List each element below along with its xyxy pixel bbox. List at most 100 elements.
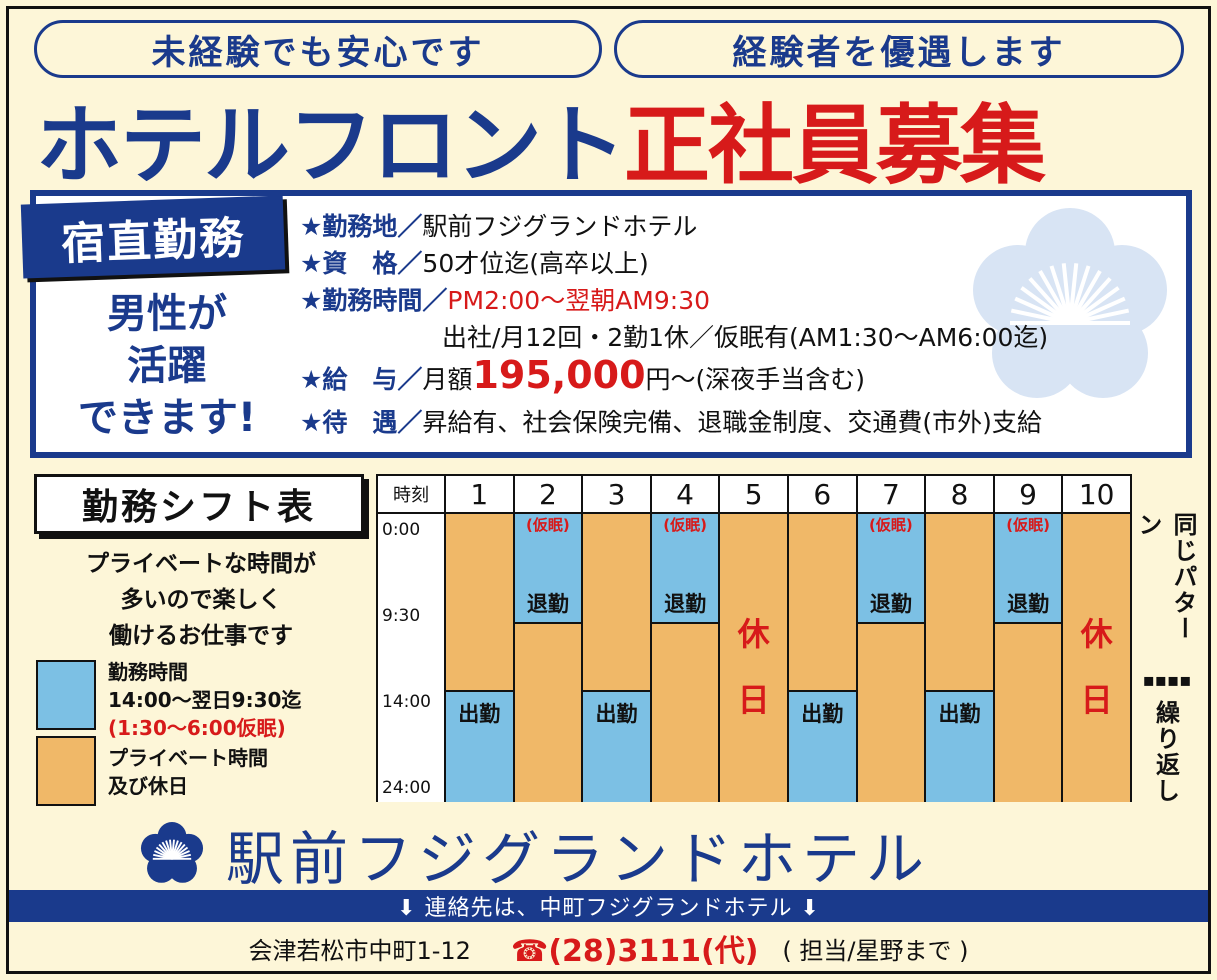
day-column-6: 出勤 [789, 514, 858, 802]
day-column-1: 出勤 [446, 514, 515, 802]
private-block [651, 622, 719, 802]
time-label-0930: 9:30 [382, 606, 421, 626]
private-block [446, 514, 513, 690]
day-column-4: (仮眠) 退勤 [651, 514, 721, 802]
shift-divider [789, 690, 856, 692]
shift-divider [926, 690, 993, 692]
contact-person: ( 担当/星野まで ) [782, 936, 969, 965]
headline: ホテルフロント 正社員募集 [36, 82, 1186, 196]
work-block [446, 690, 513, 802]
location-value: 駅前フジグランドホテル [422, 212, 698, 241]
address: 会津若松市中町1-12 [248, 936, 471, 965]
pay-suffix: 円～(深夜手当含む) [645, 365, 866, 394]
work-block [857, 514, 925, 622]
pay-prefix: 月額 [422, 365, 473, 394]
male-line-2: 活躍 [127, 343, 207, 389]
start-label: 出勤 [458, 702, 501, 726]
day-header-5: 5 [720, 476, 789, 514]
pill-no-experience: 未経験でも安心です [34, 20, 602, 78]
legend-private-text: プライベート時間 及び休日 [108, 744, 268, 800]
time-column: 0:00 9:30 14:00 24:00 [378, 514, 446, 802]
nap-label: (仮眠) [663, 516, 707, 534]
logo-ray [1068, 265, 1091, 324]
day-column-5: 休日 [720, 514, 789, 802]
legend-work-swatch [36, 660, 96, 730]
footer: 会津若松市中町1-12 ☎(28)3111(代) ( 担当/星野まで ) [9, 926, 1208, 970]
work-block [514, 514, 582, 622]
time-header: 時刻 [378, 476, 446, 514]
phone-number[interactable]: ☎(28)3111(代) [510, 934, 759, 969]
side-note-same-pattern: 同じパターン [1134, 512, 1197, 642]
day-column-2: (仮眠) 退勤 [514, 514, 584, 802]
benefits-value: 昇給有、社会保険完備、退職金制度、交通費(市外)支給 [422, 408, 1042, 437]
private-block [994, 622, 1062, 802]
shift-divider [514, 622, 582, 624]
qualification-value: 50才位迄(高卒以上) [422, 249, 649, 278]
time-label-1400: 14:00 [382, 692, 431, 712]
logo-ray [1068, 277, 1112, 325]
hours-value: PM2:00～翌朝AM9:30 [447, 286, 711, 315]
private-block [857, 622, 925, 802]
hotel-name: 駅前フジグランドホテル [226, 825, 931, 893]
holiday-label-2: 日 [1080, 681, 1113, 719]
detail-pay: ★給 与／ 月額 195,000 円～(深夜手当含む) [300, 356, 1180, 404]
logo-ray [1061, 263, 1072, 324]
hotel-logo-icon [140, 822, 204, 883]
headline-recruit: 正社員募集 [624, 95, 1046, 196]
holiday-label-1: 休 [1080, 615, 1113, 653]
leave-label: 退勤 [1007, 592, 1050, 616]
hotel-logo-watermark-icon [973, 208, 1167, 398]
shift-divider [857, 622, 925, 624]
shift-desc-line-2: 多いので楽しく [120, 587, 282, 613]
private-block [926, 514, 993, 690]
time-label-0000: 0:00 [382, 520, 421, 540]
detail-benefits: ★待 遇／ 昇給有、社会保険完備、退職金制度、交通費(市外)支給 [300, 404, 1180, 441]
legend-work-line-2: 14:00～翌日9:30迄 [108, 688, 302, 712]
holiday-label-2: 日 [737, 681, 770, 719]
shift-table-title: 勤務シフト表 [34, 474, 364, 534]
leave-label: 退勤 [869, 592, 912, 616]
shift-divider [446, 690, 513, 692]
private-block [789, 514, 856, 690]
day-header-4: 4 [651, 476, 721, 514]
day-column-10: 休日 [1063, 514, 1132, 802]
hours-label: ★勤務時間／ [300, 286, 448, 315]
logo-ray [1069, 308, 1130, 325]
time-label-2400: 24:00 [382, 778, 431, 798]
detail-hours-note: 出社/月12回・2勤1休／仮眠有(AM1:30～AM6:00迄) [300, 319, 1180, 356]
qualification-label: ★資 格／ [300, 249, 423, 278]
legend-private-swatch [36, 736, 96, 806]
logo-ray [1014, 296, 1071, 325]
headline-job: ホテルフロント [36, 95, 626, 196]
legend-private-line-2: 及び休日 [108, 774, 188, 798]
day-column-3: 出勤 [583, 514, 652, 802]
day-column-9: (仮眠) 退勤 [994, 514, 1064, 802]
work-block [926, 690, 993, 802]
hotel-brand: 駅前フジグランドホテル [140, 816, 1100, 893]
pay-amount: 195,000 [472, 353, 646, 397]
logo-ray [1010, 308, 1071, 325]
detail-qualification: ★資 格／ 50才位迄(高卒以上) [300, 245, 1180, 282]
shift-description: プライベートな時間が 多いので楽しく 働けるお仕事です [36, 546, 366, 654]
logo-ray [1049, 265, 1072, 324]
day-header-9: 9 [994, 476, 1064, 514]
work-block [789, 690, 856, 802]
work-block [651, 514, 719, 622]
day-header-7: 7 [857, 476, 927, 514]
legend-work-text: 勤務時間 14:00～翌日9:30迄 (1:30～6:00仮眠) [108, 658, 301, 742]
logo-ray [1038, 270, 1072, 324]
start-label: 出勤 [595, 702, 638, 726]
side-note-repeat: 繰り返し [1151, 700, 1180, 804]
work-block [994, 514, 1062, 622]
private-block [583, 514, 650, 690]
private-block [720, 514, 787, 802]
nap-label: (仮眠) [869, 516, 913, 534]
shift-divider [994, 622, 1062, 624]
legend-private-line-1: プライベート時間 [108, 746, 268, 770]
shift-desc-line-1: プライベートな時間が [86, 551, 316, 577]
pay-label: ★給 与／ [300, 365, 423, 394]
pill-experienced: 経験者を優遇します [614, 20, 1184, 78]
hours-note: 出社/月12回・2勤1休／仮眠有(AM1:30～AM6:00迄) [442, 323, 1049, 352]
day-header-2: 2 [514, 476, 584, 514]
nap-label: (仮眠) [526, 516, 570, 534]
